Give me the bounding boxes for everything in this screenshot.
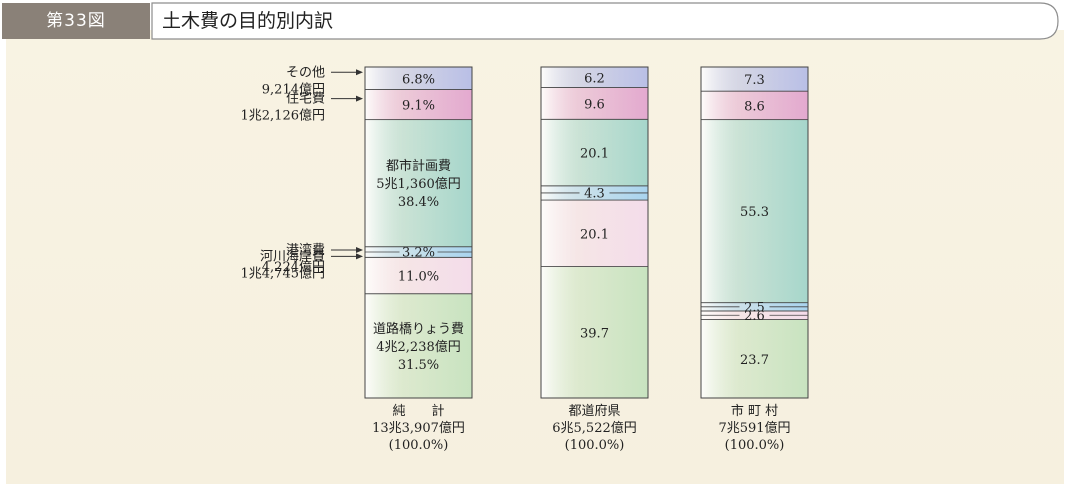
callout-5-name: その他 (286, 65, 325, 80)
bar-2-outline (700, 66, 809, 399)
bar-1-segment-3-label: 20.1 (580, 147, 609, 162)
callout-4-name: 住宅費 (286, 92, 325, 107)
bar-0-segment-4 (364, 89, 473, 121)
bar-2-segment-5 (700, 66, 809, 92)
callout-1-name: 河川海岸費 (260, 249, 325, 264)
bar-0-total-pct: (100.0%) (389, 438, 449, 453)
bar-2-segment-4 (700, 90, 809, 121)
bar-2-name: 市 町 村 (731, 403, 778, 419)
bar-0-segment-5-label: 6.8% (402, 72, 435, 87)
callout-4-arrow-head (356, 95, 363, 102)
bar-1-segment-0 (540, 266, 649, 399)
bar-0-name: 純 計 (392, 403, 444, 419)
bar-1-segment-0-label: 39.7 (580, 326, 609, 341)
panel-background (6, 30, 1064, 484)
bar-0-segment-3-amount: 5兆1,360億円 (376, 176, 461, 192)
bar-1-outline (540, 66, 649, 399)
bar-2-total: 7兆591億円 (718, 420, 790, 436)
bar-0-segment-1-label: 11.0% (398, 270, 439, 285)
bar-1-segment-3 (540, 118, 649, 187)
bar-0-segment-0-amount: 4兆2,238億円 (376, 339, 461, 355)
bar-1-segment-1 (540, 199, 649, 267)
callout-2-arrow-head (356, 247, 363, 254)
bar-1-segment-4 (540, 87, 649, 120)
bar-1-total-pct: (100.0%) (565, 438, 625, 453)
bar-1-segment-4-label: 9.6 (584, 97, 605, 112)
bar-0-segment-3-name: 都市計画費 (386, 158, 451, 174)
bar-0-outline (364, 66, 473, 399)
header-outline (151, 2, 1059, 40)
bar-2-segment-4-label: 8.6 (744, 99, 765, 114)
callout-2-amount: 4,224億円 (262, 259, 325, 275)
figure-number-box: 第33図 (2, 3, 150, 39)
callout-4-amount: 1兆2,126億円 (241, 108, 326, 124)
bar-2-segment-3-label: 55.3 (740, 205, 769, 220)
bar-0-segment-2-label: 3.2% (402, 246, 435, 261)
callout-5-arrow-head (356, 69, 363, 76)
bar-1-segment-1-label: 20.1 (580, 227, 609, 242)
bar-1-name: 都道府県 (568, 404, 620, 419)
bar-0-segment-3-label: 38.4% (398, 195, 439, 210)
bar-2-segment-3 (700, 119, 809, 304)
chart-area: 道路橋りょう費 4兆2,238億円 31.5% 11.0% 3.2% 都市計画費 5兆1,3… (241, 65, 809, 453)
callout-5-amount: 9,214億円 (262, 81, 325, 97)
callout-2-name: 港湾費 (286, 242, 325, 258)
bar-2-segment-0-label: 23.7 (740, 353, 769, 368)
bar-2-total-pct: (100.0%) (725, 438, 785, 453)
bar-2-segment-1-label: 2.6 (744, 309, 765, 324)
bar-1-segment-2-label: 4.3 (584, 186, 605, 201)
bar-2-segment-2-label: 2.5 (744, 300, 765, 315)
bar-0-segment-0 (364, 293, 473, 399)
bar-0-total: 13兆3,907億円 (372, 420, 465, 436)
bar-2-segment-5-label: 7.3 (744, 73, 765, 88)
bar-0-segment-0-name: 道路橋りょう費 (373, 321, 464, 337)
bar-1-total: 6兆5,522億円 (552, 420, 637, 436)
callout-1-arrow-head (356, 253, 363, 260)
bar-0-segment-0-label: 31.5% (398, 358, 439, 373)
figure-title: 土木費の目的別内訳 (162, 10, 334, 32)
callout-1-amount: 1兆4,745億円 (241, 265, 326, 281)
bar-0-segment-4-label: 9.1% (402, 99, 435, 114)
bar-1-segment-5-label: 6.2 (584, 71, 605, 86)
figure-number: 第33図 (46, 11, 106, 31)
bar-0-segment-3 (364, 119, 473, 248)
